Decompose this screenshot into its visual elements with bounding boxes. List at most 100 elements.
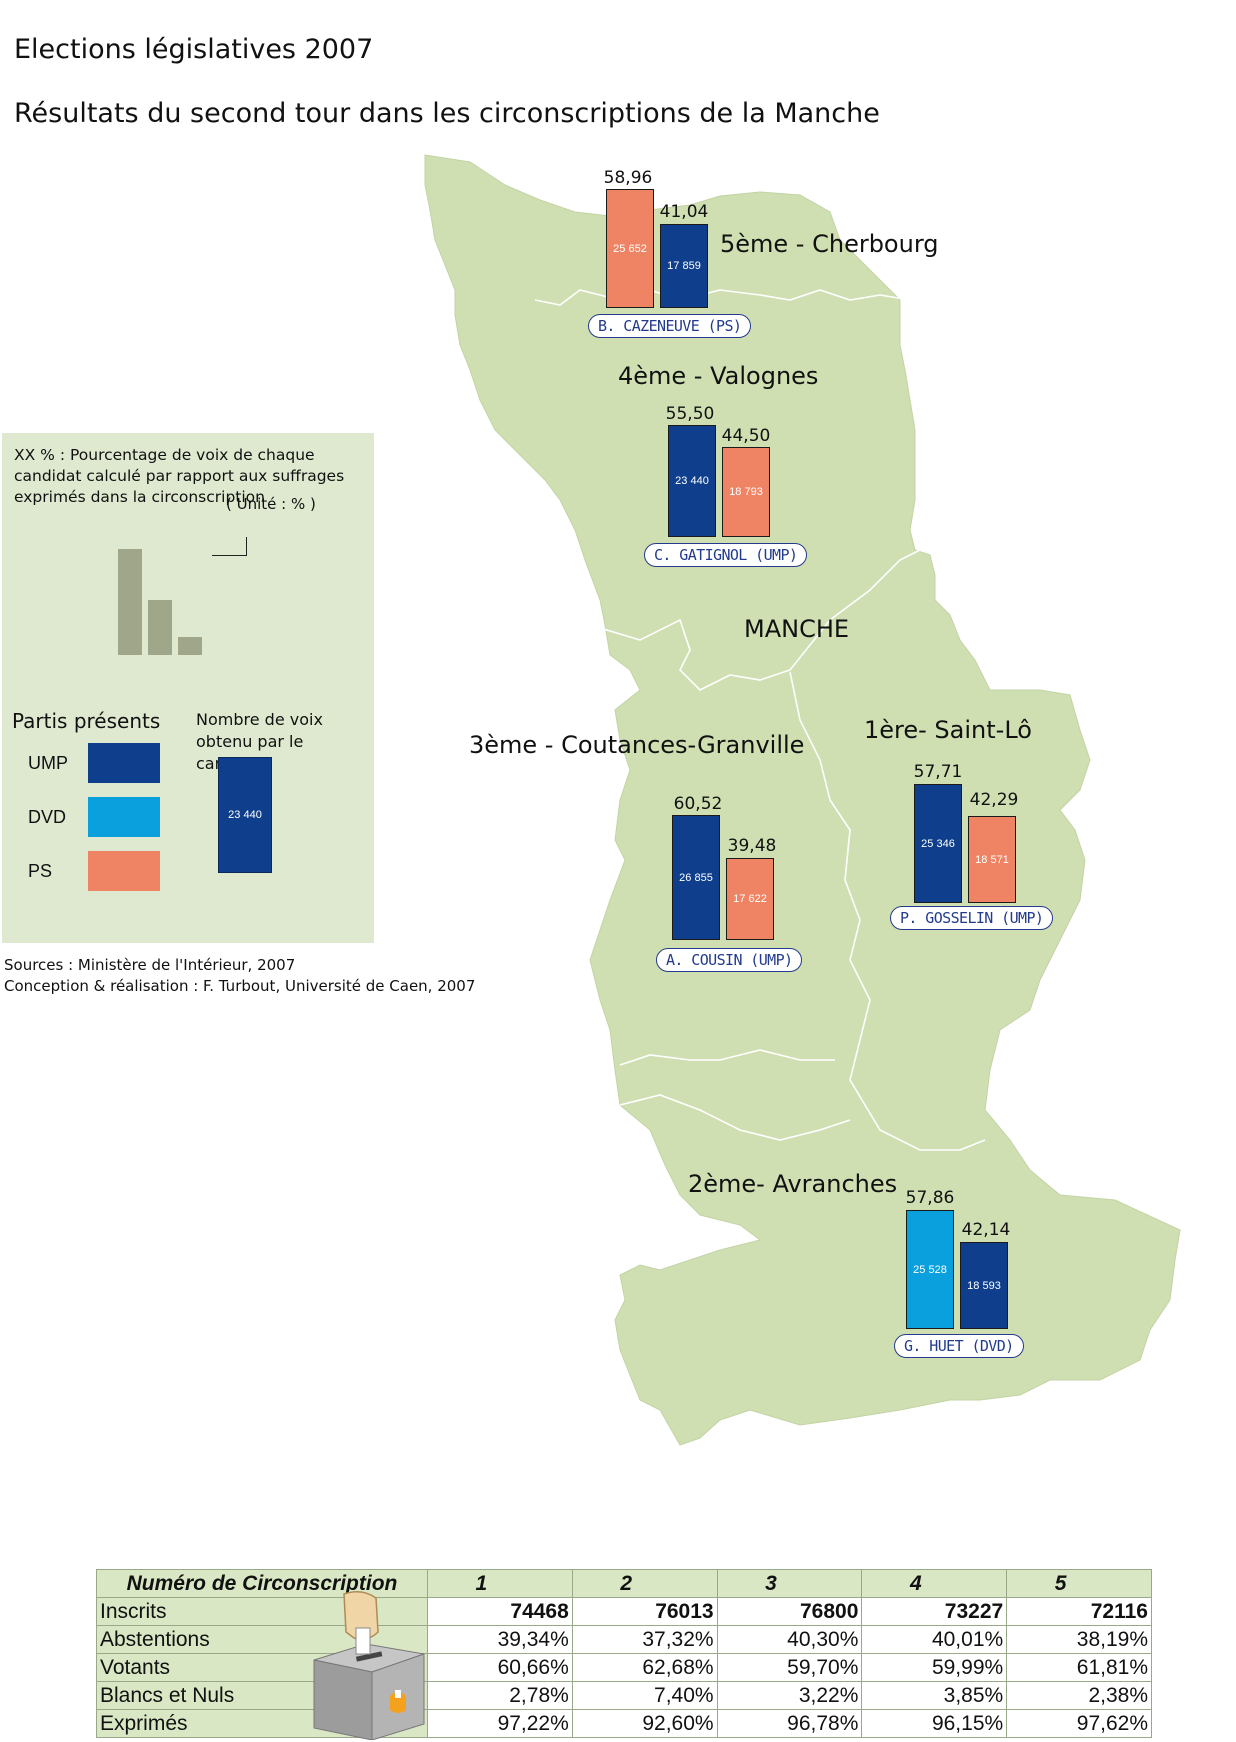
circ-2-votes-2: 18 593 — [967, 1279, 1001, 1292]
cell: 38,19% — [1006, 1625, 1152, 1654]
circ-1-pct-1: 57,71 — [913, 762, 963, 782]
cell: 72116 — [1006, 1597, 1152, 1626]
circ-4-pct-2: 44,50 — [721, 426, 771, 446]
stats-col-4: 4 — [861, 1569, 1008, 1598]
table-row: Votants 60,66% 62,68% 59,70% 59,99% 61,8… — [96, 1653, 1152, 1682]
circ-5-winner-badge: B. CAZENEUVE (PS) — [588, 314, 752, 338]
circ-3-pct-2: 39,48 — [727, 836, 777, 856]
circ-5-pct-1: 58,96 — [603, 168, 653, 188]
cell: 62,68% — [571, 1653, 718, 1682]
legend-party-dvd: DVD — [28, 807, 67, 827]
circ-5-pct-2: 41,04 — [659, 202, 709, 222]
circ-1-name: 1ère- Saint-Lô — [864, 716, 1032, 744]
circ-5-name: 5ème - Cherbourg — [720, 230, 939, 258]
circ-3-votes-1: 26 855 — [679, 871, 713, 884]
cell: 97,62% — [1006, 1709, 1152, 1738]
circ-3-bar-ump: 26 855 — [672, 815, 720, 940]
circ-4-winner-badge: C. GATIGNOL (UMP) — [644, 543, 808, 567]
circ-5-bar-ump: 17 859 — [660, 224, 708, 308]
cell: 2,78% — [427, 1681, 573, 1710]
table-row: Exprimés 97,22% 92,60% 96,78% 96,15% 97,… — [96, 1709, 1152, 1738]
circ-3-winner-badge: A. COUSIN (UMP) — [656, 948, 803, 972]
cell: 3,85% — [861, 1681, 1008, 1710]
legend-description: XX % : Pourcentage de voix de chaque can… — [14, 446, 345, 506]
legend-party-ps: PS — [28, 861, 53, 881]
legend-votes-sample-bar: 23 440 — [218, 757, 272, 873]
stats-header-row: Numéro de Circonscription 1 2 3 4 5 — [96, 1569, 1152, 1598]
cell: 96,15% — [861, 1709, 1008, 1738]
circ-2-winner-badge: G. HUET (DVD) — [894, 1334, 1024, 1358]
page-title: Elections législatives 2007 — [14, 34, 374, 65]
circ-3-bar-ps: 17 622 — [726, 858, 774, 940]
circ-1-bar-ump: 25 346 — [914, 784, 962, 903]
circ-4-name: 4ème - Valognes — [618, 362, 819, 390]
cell: 61,81% — [1006, 1653, 1152, 1682]
cell: 59,99% — [861, 1653, 1008, 1682]
cell: 73227 — [861, 1597, 1008, 1626]
cell: 97,22% — [427, 1709, 573, 1738]
cell: 3,22% — [716, 1681, 863, 1710]
circ-2-pct-2: 42,14 — [961, 1220, 1011, 1240]
circ-2-votes-1: 25 528 — [913, 1263, 947, 1276]
circ-1-pct-2: 42,29 — [969, 790, 1019, 810]
circ-1-votes-2: 18 571 — [975, 853, 1009, 866]
circonscription-borders — [534, 289, 986, 1151]
legend-sample-bar-2 — [148, 600, 172, 655]
cell: 60,66% — [427, 1653, 573, 1682]
legend-parties-title: Partis présents — [12, 709, 161, 733]
stats-col-2: 2 — [571, 1569, 718, 1598]
cell: 59,70% — [716, 1653, 863, 1682]
legend-panel: XX % : Pourcentage de voix de chaque can… — [2, 433, 374, 943]
circ-5-votes-2: 17 859 — [667, 260, 701, 272]
circ-1-votes-1: 25 346 — [921, 837, 955, 850]
circ-5-bar-ps: 25 652 — [606, 189, 654, 308]
cell: 37,32% — [571, 1625, 718, 1654]
legend-swatch-ump — [88, 743, 160, 783]
circ-1-bar-ps: 18 571 — [968, 816, 1016, 903]
cell: 39,34% — [427, 1625, 573, 1654]
cell: 92,60% — [571, 1709, 718, 1738]
cell: 40,01% — [861, 1625, 1008, 1654]
legend-sample-bar-3 — [178, 637, 202, 655]
circ-4-bar-ump: 23 440 — [668, 425, 716, 537]
circ-4-pct-1: 55,50 — [665, 404, 715, 424]
department-label: MANCHE — [744, 615, 850, 643]
stats-table: Numéro de Circonscription 1 2 3 4 5 Insc… — [96, 1569, 1152, 1738]
page-subtitle: Résultats du second tour dans les circon… — [14, 98, 880, 129]
ballot-box-icon — [313, 1591, 425, 1740]
legend-swatch-dvd — [88, 797, 160, 837]
circ-2-bar-ump: 18 593 — [960, 1242, 1008, 1329]
circ-4-votes-2: 18 793 — [729, 486, 763, 498]
cell: 2,38% — [1006, 1681, 1152, 1710]
cell: 76800 — [716, 1597, 863, 1626]
credits-line: Conception & réalisation : F. Turbout, U… — [4, 977, 476, 995]
circ-4-bar-ps: 18 793 — [722, 447, 770, 537]
circ-2-bar-dvd: 25 528 — [906, 1210, 954, 1329]
table-row: Abstentions 39,34% 37,32% 40,30% 40,01% … — [96, 1625, 1152, 1654]
stats-col-5: 5 — [1006, 1569, 1152, 1598]
department-shape — [424, 154, 1181, 1446]
legend-sample-bar-1 — [118, 549, 142, 655]
sources-line: Sources : Ministère de l'Intérieur, 2007 — [4, 956, 296, 974]
circ-2-name: 2ème- Avranches — [688, 1170, 898, 1198]
circ-5-votes-1: 25 652 — [613, 242, 647, 255]
circ-3-pct-1: 60,52 — [673, 794, 723, 814]
cell: 96,78% — [716, 1709, 863, 1738]
cell: 74468 — [427, 1597, 573, 1626]
legend-swatch-ps — [88, 851, 160, 891]
circ-3-name: 3ème - Coutances-Granville — [469, 731, 805, 759]
circ-1-winner-badge: P. GOSSELIN (UMP) — [890, 906, 1054, 930]
legend-bracket-icon — [212, 537, 247, 556]
circ-3-votes-2: 17 622 — [733, 893, 767, 905]
cell: 7,40% — [571, 1681, 718, 1710]
stats-col-1: 1 — [427, 1569, 573, 1598]
legend-party-ump: UMP — [28, 753, 68, 773]
circ-4-votes-1: 23 440 — [675, 475, 709, 487]
table-row: Blancs et Nuls 2,78% 7,40% 3,22% 3,85% 2… — [96, 1681, 1152, 1710]
cell: 40,30% — [716, 1625, 863, 1654]
circ-2-pct-1: 57,86 — [905, 1188, 955, 1208]
legend-unit: ( Unité : % ) — [226, 495, 316, 513]
cell: 76013 — [571, 1597, 718, 1626]
stats-col-3: 3 — [716, 1569, 863, 1598]
